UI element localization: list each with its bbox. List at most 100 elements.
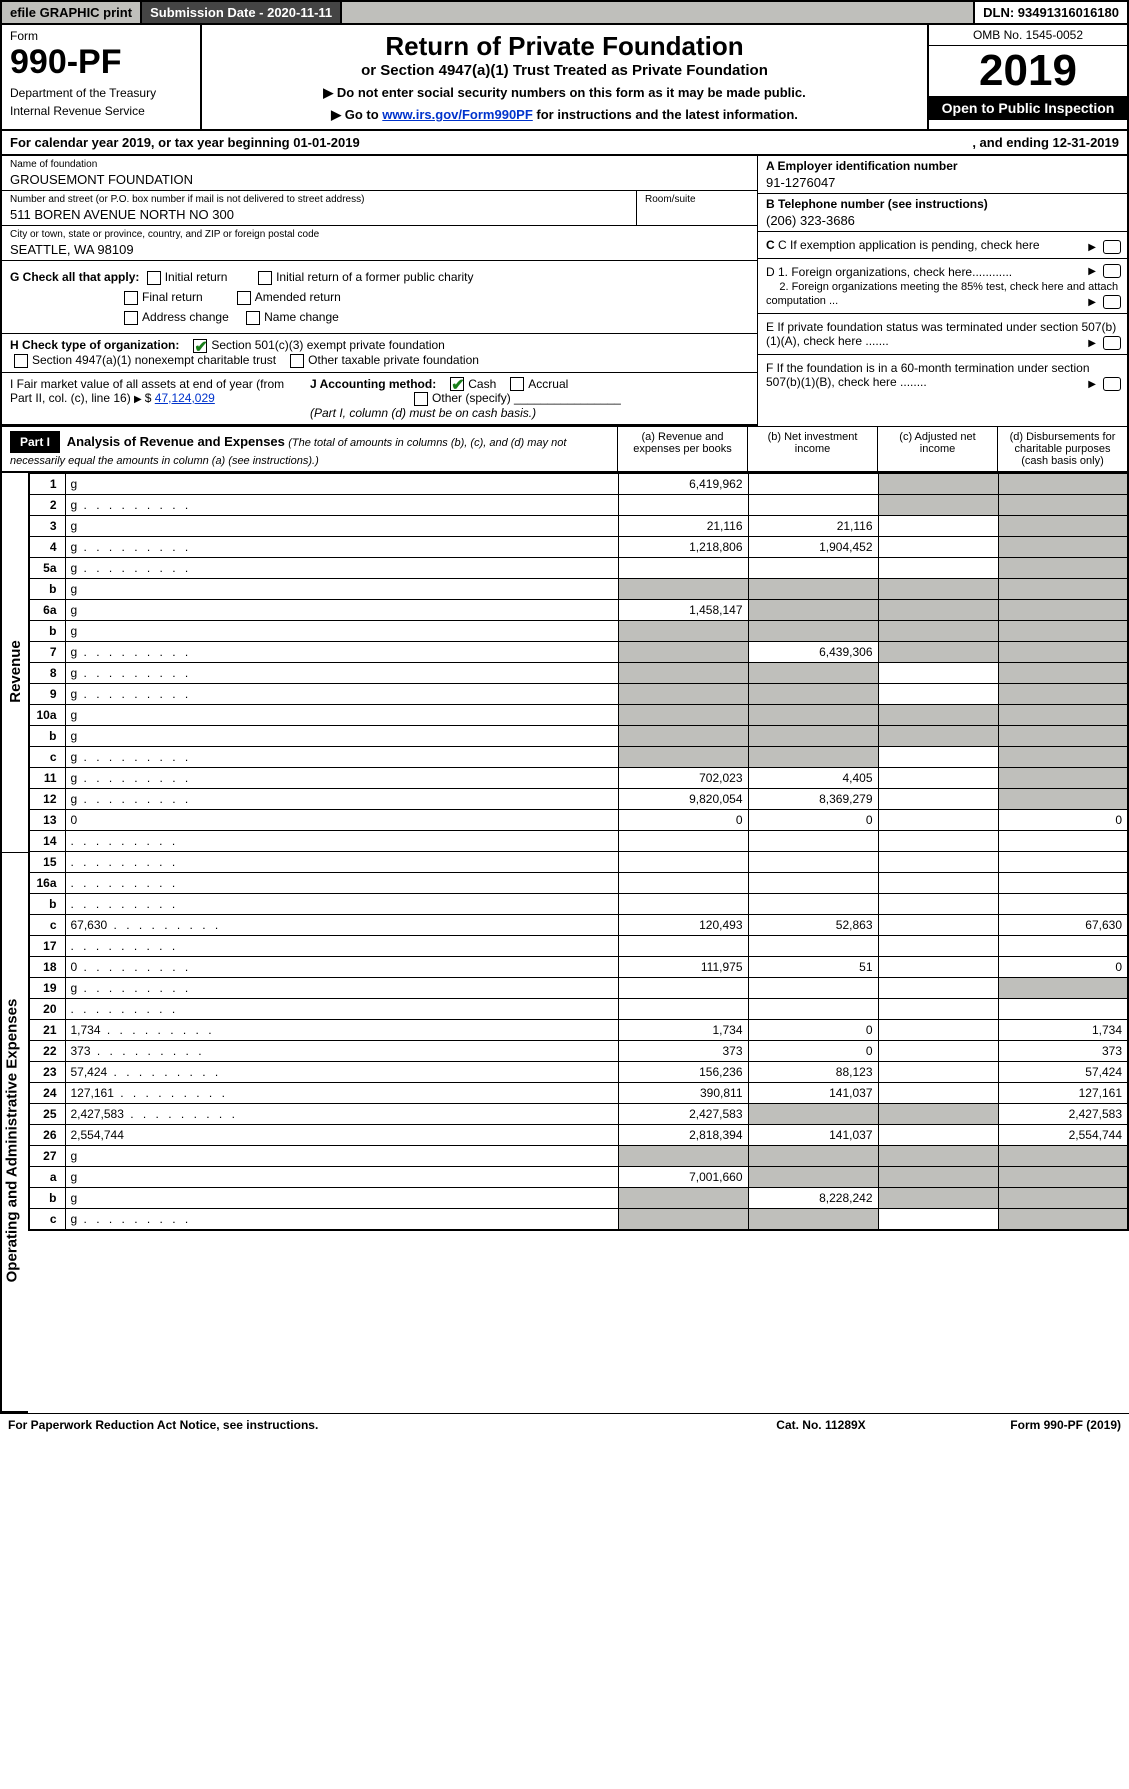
table-row: 20: [29, 999, 1128, 1020]
initial-return-checkbox[interactable]: [147, 271, 161, 285]
part1-table: Revenue Operating and Administrative Exp…: [0, 473, 1129, 1413]
cash-checkbox[interactable]: [450, 377, 464, 391]
entity-info: Name of foundation GROUSEMONT FOUNDATION…: [0, 156, 1129, 426]
arrow-icon: [1088, 376, 1099, 390]
table-row: 24127,161390,811141,037127,161: [29, 1083, 1128, 1104]
part1-label: Part I: [10, 431, 60, 453]
calendar-year-row: For calendar year 2019, or tax year begi…: [0, 131, 1129, 156]
col-b-header: (b) Net investment income: [747, 427, 877, 471]
dept-treasury: Department of the Treasury: [10, 86, 192, 100]
room-cell: Room/suite: [637, 191, 757, 226]
table-row: 130000: [29, 810, 1128, 831]
section-i-j: I Fair market value of all assets at end…: [2, 373, 757, 427]
initial-former-charity-checkbox[interactable]: [258, 271, 272, 285]
form-ref: Form 990-PF (2019): [921, 1418, 1121, 1432]
final-return-checkbox[interactable]: [124, 291, 138, 305]
table-row: 3g21,11621,116: [29, 516, 1128, 537]
arrow-icon: [1088, 335, 1099, 349]
table-row: 223733730373: [29, 1041, 1128, 1062]
accrual-checkbox[interactable]: [510, 377, 524, 391]
section-f: F If the foundation is in a 60-month ter…: [758, 355, 1127, 395]
form-label: Form: [10, 29, 192, 43]
form-header: Form 990-PF Department of the Treasury I…: [0, 25, 1129, 131]
exemption-pending-checkbox[interactable]: [1103, 240, 1121, 254]
table-row: 16a: [29, 873, 1128, 894]
arrow-icon: [1088, 294, 1099, 308]
arrow-icon: [1088, 263, 1099, 277]
foundation-name: GROUSEMONT FOUNDATION: [10, 170, 749, 187]
table-row: cg: [29, 747, 1128, 768]
dln-label: DLN: 93491316016180: [975, 2, 1127, 23]
spacer: [342, 2, 975, 23]
501c3-checkbox[interactable]: [193, 339, 207, 353]
table-row: 19g: [29, 978, 1128, 999]
4947a1-checkbox[interactable]: [14, 354, 28, 368]
ein-value: 91-1276047: [766, 173, 1119, 190]
efile-label[interactable]: efile GRAPHIC print: [2, 2, 142, 23]
arrow-icon: [1088, 239, 1099, 253]
submission-date-label: Submission Date - 2020-11-11: [142, 2, 342, 23]
instructions-link[interactable]: www.irs.gov/Form990PF: [382, 107, 533, 122]
other-method-checkbox[interactable]: [414, 392, 428, 406]
phone-cell: B Telephone number (see instructions) (2…: [758, 194, 1127, 232]
lines-table: 1g6,419,9622g3g21,11621,1164g1,218,8061,…: [28, 473, 1129, 1231]
city-cell: City or town, state or province, country…: [2, 226, 757, 261]
table-row: 180111,975510: [29, 957, 1128, 978]
street-address: 511 BOREN AVENUE NORTH NO 300: [10, 205, 628, 222]
table-row: 9g: [29, 684, 1128, 705]
top-bar: efile GRAPHIC print Submission Date - 20…: [0, 0, 1129, 25]
table-row: 2357,424156,23688,12357,424: [29, 1062, 1128, 1083]
table-row: 211,7341,73401,734: [29, 1020, 1128, 1041]
foreign-org-checkbox[interactable]: [1103, 264, 1121, 278]
fmv-value[interactable]: 47,124,029: [155, 391, 215, 405]
table-row: 11g702,0234,405: [29, 768, 1128, 789]
dept-irs: Internal Revenue Service: [10, 104, 192, 118]
section-e: E If private foundation status was termi…: [758, 314, 1127, 355]
open-inspection: Open to Public Inspection: [929, 96, 1127, 120]
instructions-note: ▶ Go to www.irs.gov/Form990PF for instru…: [208, 107, 921, 123]
table-row: 17: [29, 936, 1128, 957]
omb-number: OMB No. 1545-0052: [929, 25, 1127, 46]
city-state-zip: SEATTLE, WA 98109: [10, 240, 749, 257]
other-taxable-checkbox[interactable]: [290, 354, 304, 368]
table-row: ag7,001,660: [29, 1167, 1128, 1188]
section-h: H Check type of organization: Section 50…: [2, 334, 757, 373]
amended-return-checkbox[interactable]: [237, 291, 251, 305]
table-row: 1g6,419,962: [29, 474, 1128, 495]
tax-year: 2019: [929, 46, 1127, 96]
foundation-name-cell: Name of foundation GROUSEMONT FOUNDATION: [2, 156, 757, 191]
privacy-note: ▶ Do not enter social security numbers o…: [208, 85, 921, 101]
table-row: bg8,228,242: [29, 1188, 1128, 1209]
section-c: C C If exemption application is pending,…: [758, 232, 1127, 259]
col-d-header: (d) Disbursements for charitable purpose…: [997, 427, 1127, 471]
name-change-checkbox[interactable]: [246, 311, 260, 325]
table-row: bg: [29, 621, 1128, 642]
table-row: 15: [29, 852, 1128, 873]
phone-value: (206) 323-3686: [766, 211, 1119, 228]
table-row: 4g1,218,8061,904,452: [29, 537, 1128, 558]
page-footer: For Paperwork Reduction Act Notice, see …: [0, 1413, 1129, 1436]
table-row: 8g: [29, 663, 1128, 684]
part1-header-row: Part I Analysis of Revenue and Expenses …: [0, 426, 1129, 473]
catalog-number: Cat. No. 11289X: [721, 1418, 921, 1432]
table-row: c67,630120,49352,86367,630: [29, 915, 1128, 936]
cal-end: , and ending 12-31-2019: [972, 135, 1119, 150]
status-terminated-checkbox[interactable]: [1103, 336, 1121, 350]
paperwork-notice: For Paperwork Reduction Act Notice, see …: [8, 1418, 721, 1432]
60month-termination-checkbox[interactable]: [1103, 377, 1121, 391]
foreign-85pct-checkbox[interactable]: [1103, 295, 1121, 309]
table-row: 7g6,439,306: [29, 642, 1128, 663]
table-row: 6ag1,458,147: [29, 600, 1128, 621]
section-d: D 1. Foreign organizations, check here..…: [758, 259, 1127, 314]
table-row: 10ag: [29, 705, 1128, 726]
table-row: 5ag: [29, 558, 1128, 579]
address-change-checkbox[interactable]: [124, 311, 138, 325]
table-row: 262,554,7442,818,394141,0372,554,744: [29, 1125, 1128, 1146]
table-row: 252,427,5832,427,5832,427,583: [29, 1104, 1128, 1125]
address-cell: Number and street (or P.O. box number if…: [2, 191, 637, 226]
arrow-icon: [134, 391, 145, 405]
section-g: G Check all that apply: Initial return I…: [2, 261, 757, 334]
table-row: 12g9,820,0548,369,279: [29, 789, 1128, 810]
form-number: 990-PF: [10, 43, 192, 82]
col-a-header: (a) Revenue and expenses per books: [617, 427, 747, 471]
